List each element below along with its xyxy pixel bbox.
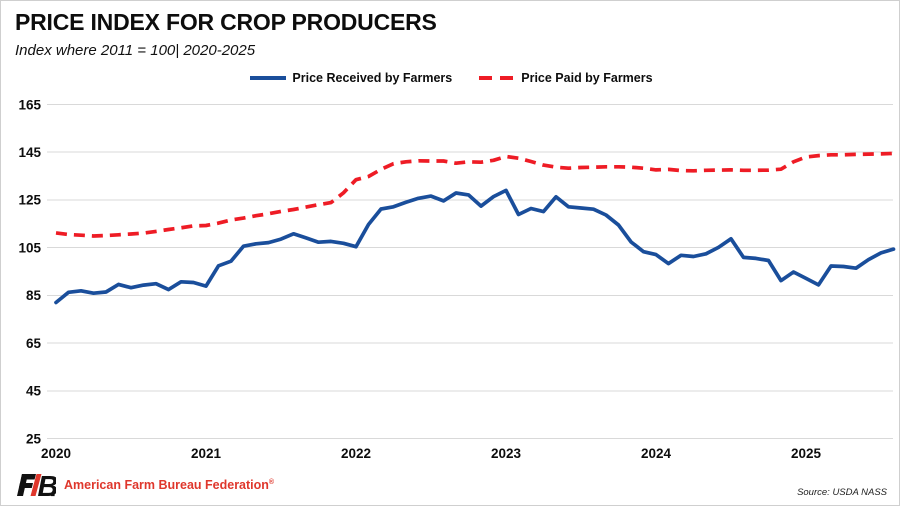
legend-item-paid: Price Paid by Farmers: [478, 71, 653, 85]
y-tick-label: 25: [26, 431, 42, 446]
legend-label-received: Price Received by Farmers: [292, 71, 453, 85]
x-axis-labels: 2020 2021 2022 2023 2024 2025: [41, 446, 822, 461]
legend-item-received: Price Received by Farmers: [249, 71, 452, 85]
series-line-received: [54, 188, 896, 305]
y-tick-label: 125: [18, 193, 41, 208]
x-tick-label: 2021: [191, 446, 222, 461]
brand-name: American Farm Bureau Federation®: [64, 478, 275, 492]
chart-legend: Price Received by Farmers Price Paid by …: [1, 71, 899, 85]
solid-line-swatch-icon: [250, 76, 287, 80]
x-tick-label: 2020: [41, 446, 71, 461]
legend-label-paid: Price Paid by Farmers: [521, 71, 653, 85]
registered-mark: ®: [268, 478, 275, 486]
gridlines: [47, 104, 893, 439]
y-tick-label: 105: [18, 240, 41, 255]
series-line-paid: [55, 151, 894, 238]
source-note: Source: USDA NASS: [797, 487, 887, 498]
afbf-fb-logo-icon: B: [17, 472, 57, 498]
y-tick-label: 145: [18, 145, 41, 160]
chart-subtitle: Index where 2011 = 100| 2020-2025: [15, 42, 256, 59]
y-axis-labels: 25 45 65 85 105 125 145 165: [18, 97, 41, 446]
x-tick-label: 2022: [341, 446, 371, 461]
page-title: PRICE INDEX FOR CROP PRODUCERS: [15, 9, 437, 35]
brand-footer: B American Farm Bureau Federation®: [14, 472, 274, 498]
x-tick-label: 2025: [791, 446, 822, 461]
y-tick-label: 85: [26, 288, 42, 303]
x-tick-label: 2023: [491, 446, 522, 461]
x-tick-label: 2024: [641, 446, 672, 461]
y-tick-label: 45: [26, 384, 42, 399]
dashed-line-swatch-icon: [479, 76, 516, 80]
y-tick-label: 165: [18, 97, 41, 112]
y-tick-label: 65: [26, 336, 42, 351]
svg-text:B: B: [38, 472, 57, 498]
